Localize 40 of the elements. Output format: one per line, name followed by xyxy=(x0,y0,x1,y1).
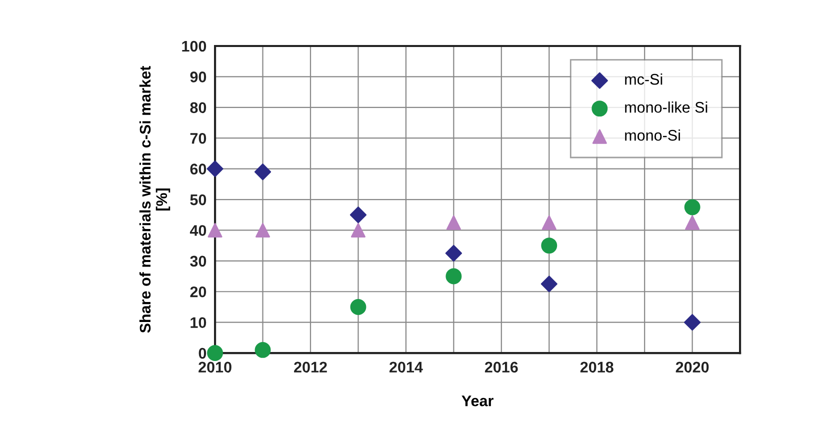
point xyxy=(542,215,556,230)
x-axis-title: Year xyxy=(462,396,494,406)
point xyxy=(208,222,222,238)
y-tick-label: 40 xyxy=(190,225,206,236)
x-tick-label: 2014 xyxy=(389,362,423,373)
y-tick-label: 60 xyxy=(190,164,206,174)
point xyxy=(685,215,700,230)
point xyxy=(255,222,270,238)
x-tick-label: 2012 xyxy=(294,362,327,373)
point xyxy=(254,342,271,358)
point xyxy=(206,160,224,178)
point xyxy=(350,206,367,224)
point xyxy=(684,314,701,331)
y-tick-label: 100 xyxy=(182,40,206,52)
y-tick-label: 10 xyxy=(190,317,206,328)
y-axis-title: Share of materials within c-Si market [%] xyxy=(139,66,170,333)
point xyxy=(446,215,461,230)
y-tick-label: 90 xyxy=(190,72,206,82)
point xyxy=(541,238,558,254)
y-tick-label: 30 xyxy=(190,256,206,267)
x-tick-label: 2020 xyxy=(676,362,709,373)
legend-label: mono-Si xyxy=(625,130,680,141)
y-tick-label: 70 xyxy=(190,132,206,144)
y-tick-label: 80 xyxy=(190,102,206,114)
point xyxy=(350,222,366,238)
legend-label: mono-like Si xyxy=(625,102,708,113)
point xyxy=(446,268,462,284)
point xyxy=(350,298,366,315)
point xyxy=(684,199,700,216)
point xyxy=(254,164,272,180)
x-tick-label: 2016 xyxy=(484,362,518,373)
legend-label: mc-Si xyxy=(625,74,662,85)
x-tick-label: 2010 xyxy=(198,362,232,373)
point xyxy=(207,345,224,362)
y-tick-label: 50 xyxy=(190,194,206,206)
x-tick-label: 2018 xyxy=(580,362,614,373)
y-tick-label: 20 xyxy=(190,286,206,298)
point xyxy=(540,276,558,292)
point xyxy=(445,244,462,262)
y-tick-label: 0 xyxy=(198,348,206,359)
